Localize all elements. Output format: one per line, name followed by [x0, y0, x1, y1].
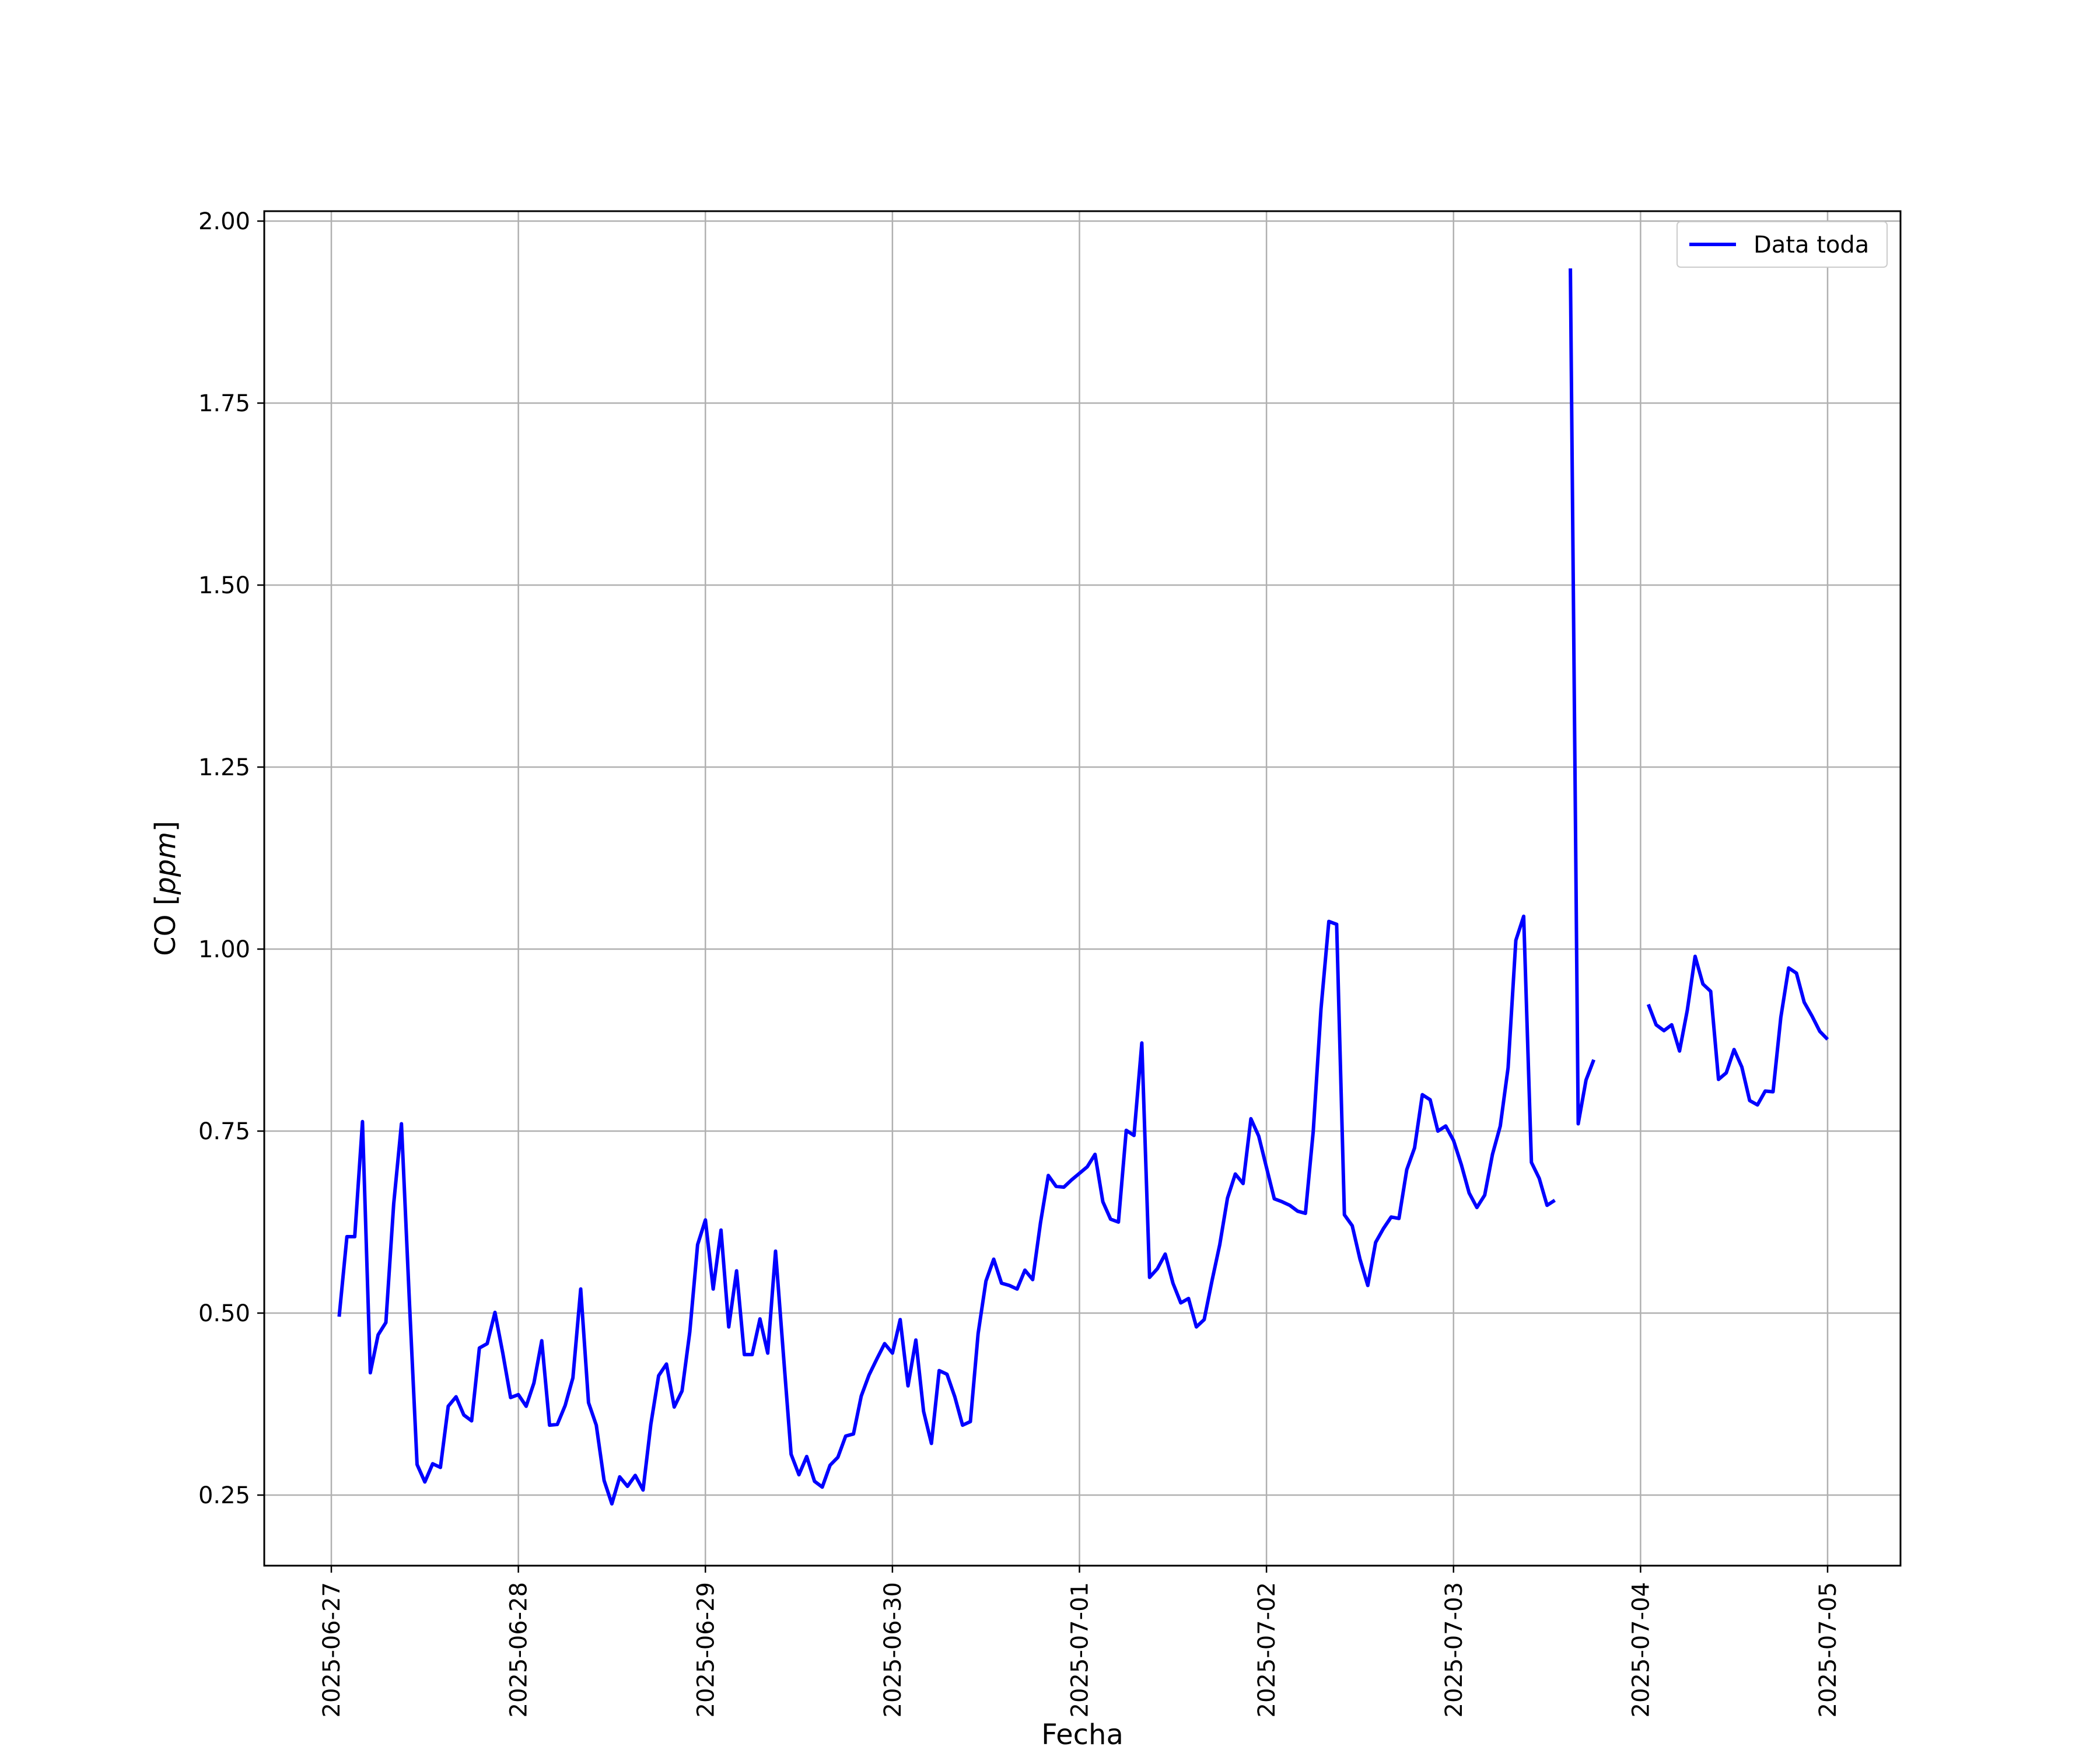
y-axis-label-unit: ppm — [149, 832, 182, 895]
x-tick-label: 2025-07-04 — [1628, 1582, 1654, 1717]
x-axis-ticks: 2025-06-27 2025-06-28 2025-06-29 2025-06-30… — [318, 1566, 1842, 1717]
series-line-segment — [1646, 954, 1829, 1107]
plot-frame — [263, 210, 1902, 1567]
y-tick-label: 0.50 — [198, 1300, 250, 1327]
series-line-segment — [1569, 268, 1596, 1126]
y-tick-label: 0.25 — [198, 1482, 250, 1509]
x-tick-label: 2025-06-28 — [506, 1582, 533, 1717]
y-tick-label: 1.25 — [198, 754, 250, 781]
x-tick-label: 2025-07-05 — [1815, 1582, 1842, 1717]
legend-box — [1676, 221, 1888, 268]
y-axis-ticks: 0.25 0.50 0.75 1.00 1.25 1.50 1.75 2.00 — [198, 208, 264, 1509]
y-tick-label: 2.00 — [198, 208, 250, 235]
y-axis-label-suffix: ] — [149, 821, 182, 832]
x-tick-label: 2025-07-01 — [1067, 1582, 1094, 1717]
grid-lines — [264, 211, 1901, 1566]
x-tick-label: 2025-06-29 — [692, 1582, 719, 1717]
y-axis-label: CO [ppm] — [149, 821, 182, 956]
x-tick-label: 2025-06-30 — [880, 1582, 907, 1717]
legend: Data toda — [1676, 221, 1888, 268]
y-tick-label: 0.75 — [198, 1118, 250, 1145]
y-axis-label-prefix: CO [ — [149, 895, 182, 956]
x-axis-label: Fecha — [1041, 1718, 1124, 1750]
y-tick-label: 1.00 — [198, 936, 250, 963]
series-line-segment — [337, 914, 1556, 1506]
legend-label: Data toda — [1754, 232, 1869, 258]
y-tick-label: 1.50 — [198, 572, 250, 599]
y-tick-label: 1.75 — [198, 390, 250, 417]
x-tick-label: 2025-07-03 — [1441, 1582, 1468, 1717]
x-tick-label: 2025-07-02 — [1254, 1582, 1280, 1717]
series-data-toda — [337, 268, 1829, 1506]
x-tick-label: 2025-06-27 — [318, 1582, 345, 1717]
